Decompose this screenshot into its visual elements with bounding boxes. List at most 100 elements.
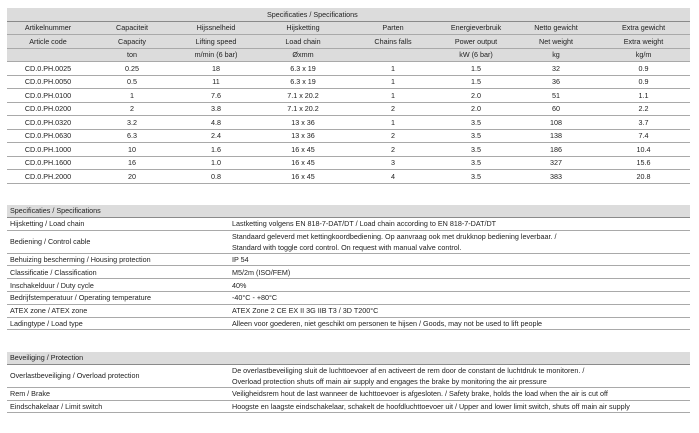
table-cell: 2.0 [437, 102, 515, 116]
spec-value-line: Lastketting volgens EN 818-7-DAT/DT / Lo… [232, 219, 497, 229]
table-cell: 2 [349, 142, 437, 157]
column-header: Extra weight [597, 34, 691, 49]
spec-value-line: Alleen voor goederen, niet geschikt om p… [232, 318, 543, 328]
table-cell: 6.3 x 19 [257, 61, 349, 76]
spec-row: Rem / Brake Veiligheidsrem hout de last w… [7, 387, 690, 401]
table-cell: 11 [175, 75, 257, 89]
table-cell: 32 [515, 61, 597, 76]
spec-row: Bediening / Control cable Standaard gelev… [7, 230, 690, 254]
column-header: kg/m [597, 48, 691, 62]
spec-row: Overlastbeveiliging / Overload protectio… [7, 364, 690, 388]
table-cell: CD.0.PH.0320 [7, 115, 89, 130]
table-cell: CD.0.PH.2000 [7, 169, 89, 184]
table-cell: 16 x 45 [257, 156, 349, 170]
table-cell: 3.7 [597, 115, 691, 130]
spec-value-line: De overlastbeveiliging sluit de luchttoe… [232, 365, 585, 375]
table-cell: CD.0.PH.0025 [7, 61, 89, 76]
table-cell: 3.5 [437, 156, 515, 170]
column-header: Lifting speed [175, 34, 257, 49]
spec-value-line: Standard with toggle cord control. On re… [232, 242, 462, 252]
spec-value: IP 54 [228, 253, 690, 267]
spec-value-line: 40% [232, 280, 247, 290]
table-cell: 36 [515, 75, 597, 89]
column-header: Load chain [257, 34, 349, 49]
spec-value: De overlastbeveiliging sluit de luchttoe… [228, 364, 690, 388]
table-cell: 0.5 [89, 75, 175, 89]
table-cell: 18 [175, 61, 257, 76]
table-cell: 3.8 [175, 102, 257, 116]
column-header: kW (6 bar) [437, 48, 515, 62]
spec-value-line: M5/2m (ISO/FEM) [232, 267, 291, 277]
table-cell: 13 x 36 [257, 115, 349, 130]
spec-label: Bedrijfstemperatuur / Operating temperat… [7, 291, 228, 305]
table-row: CD.0.PH.2000 20 0.8 16 x 45 4 3.5 383 20.8 [7, 169, 691, 184]
spec-value-line: ATEX Zone 2 CE EX II 3G IIB T3 / 3D T200… [232, 306, 379, 316]
spec-value-line: Standaard geleverd met kettingkoordbedie… [232, 231, 557, 241]
table-cell: 16 x 45 [257, 142, 349, 157]
table-cell: 3.5 [437, 169, 515, 184]
spec-label: Hijsketting / Load chain [7, 217, 228, 231]
column-header: ton [89, 48, 175, 62]
table-row: CD.0.PH.0200 2 3.8 7.1 x 20.2 2 2.0 60 2.2 [7, 102, 691, 116]
table-cell: 1 [349, 88, 437, 103]
table-cell: CD.0.PH.0630 [7, 129, 89, 143]
table-cell: 327 [515, 156, 597, 170]
table-row: CD.0.PH.1000 10 1.6 16 x 45 2 3.5 186 10.4 [7, 142, 691, 157]
specs-table: Specificaties / Specifications Artikelnum… [7, 8, 691, 184]
spec-value-line: Hoogste en laagste eindschakelaar, schak… [232, 401, 630, 411]
table-row: CD.0.PH.0320 3.2 4.8 13 x 36 1 3.5 108 3.7 [7, 115, 691, 130]
table-cell: 7.1 x 20.2 [257, 102, 349, 116]
column-header [7, 48, 89, 62]
column-header: Øxmm [257, 48, 349, 62]
table-cell: CD.0.PH.0100 [7, 88, 89, 103]
column-header: Chains falls [349, 34, 437, 49]
header-row: Article code Capacity Lifting speed Load ch… [7, 34, 691, 49]
table-cell: 1 [349, 61, 437, 76]
spec-value: -40°C - +80°C [228, 291, 690, 305]
column-header: Power output [437, 34, 515, 49]
table-cell: 4 [349, 169, 437, 184]
table-cell: 186 [515, 142, 597, 157]
table-row: CD.0.PH.1600 16 1.0 16 x 45 3 3.5 327 15.6 [7, 156, 691, 170]
table-cell: CD.0.PH.1600 [7, 156, 89, 170]
table-cell: 1.0 [175, 156, 257, 170]
table-cell: 7.6 [175, 88, 257, 103]
table-cell: 20 [89, 169, 175, 184]
table-row: CD.0.PH.0630 6.3 2.4 13 x 36 2 3.5 138 7.4 [7, 129, 691, 143]
table-cell: 0.8 [175, 169, 257, 184]
spec-row: Behuizing bescherming / Housing protecti… [7, 253, 690, 267]
table-cell: 4.8 [175, 115, 257, 130]
protection-table: Beveiliging / Protection Overlastbeveilig… [7, 352, 690, 414]
table-cell: 13 x 36 [257, 129, 349, 143]
column-header: kg [515, 48, 597, 62]
table-cell: 2.2 [597, 102, 691, 116]
table-row: CD.0.PH.0025 0.25 18 6.3 x 19 1 1.5 32 0.9 [7, 61, 691, 76]
table-cell: 1 [349, 115, 437, 130]
spec-value: M5/2m (ISO/FEM) [228, 265, 690, 280]
column-header: Capaciteit [89, 21, 175, 35]
column-header: Article code [7, 34, 89, 49]
spec-value-line: Overload protection shuts off main air s… [232, 376, 547, 386]
spec-label: Inschakelduur / Duty cycle [7, 278, 228, 292]
table-cell: 1 [89, 88, 175, 103]
table-cell: 2 [89, 102, 175, 116]
spec-value: Alleen voor goederen, niet geschikt om p… [228, 317, 690, 331]
table-cell: 108 [515, 115, 597, 130]
spec-label: Behuizing bescherming / Housing protecti… [7, 253, 228, 267]
table-cell: 7.4 [597, 129, 691, 143]
table-cell: 383 [515, 169, 597, 184]
spec-row: Classificatie / Classification M5/2m (ISO… [7, 265, 690, 280]
specs-table-title: Specificaties / Specifications [7, 8, 691, 22]
column-header: Hijssnelheid [175, 21, 257, 35]
table-cell: 3.5 [437, 142, 515, 157]
spec-label: Overlastbeveiliging / Overload protectio… [7, 364, 228, 388]
spec-row: ATEX zone / ATEX zone ATEX Zone 2 CE EX I… [7, 304, 690, 318]
spec-value: ATEX Zone 2 CE EX II 3G IIB T3 / 3D T200… [228, 304, 690, 318]
table-cell: 1.5 [437, 75, 515, 89]
column-header: Hijsketting [257, 21, 349, 35]
table-cell: 51 [515, 88, 597, 103]
table-cell: 6.3 x 19 [257, 75, 349, 89]
table-cell: 7.1 x 20.2 [257, 88, 349, 103]
spec-value: 40% [228, 278, 690, 292]
table-cell: CD.0.PH.0050 [7, 75, 89, 89]
